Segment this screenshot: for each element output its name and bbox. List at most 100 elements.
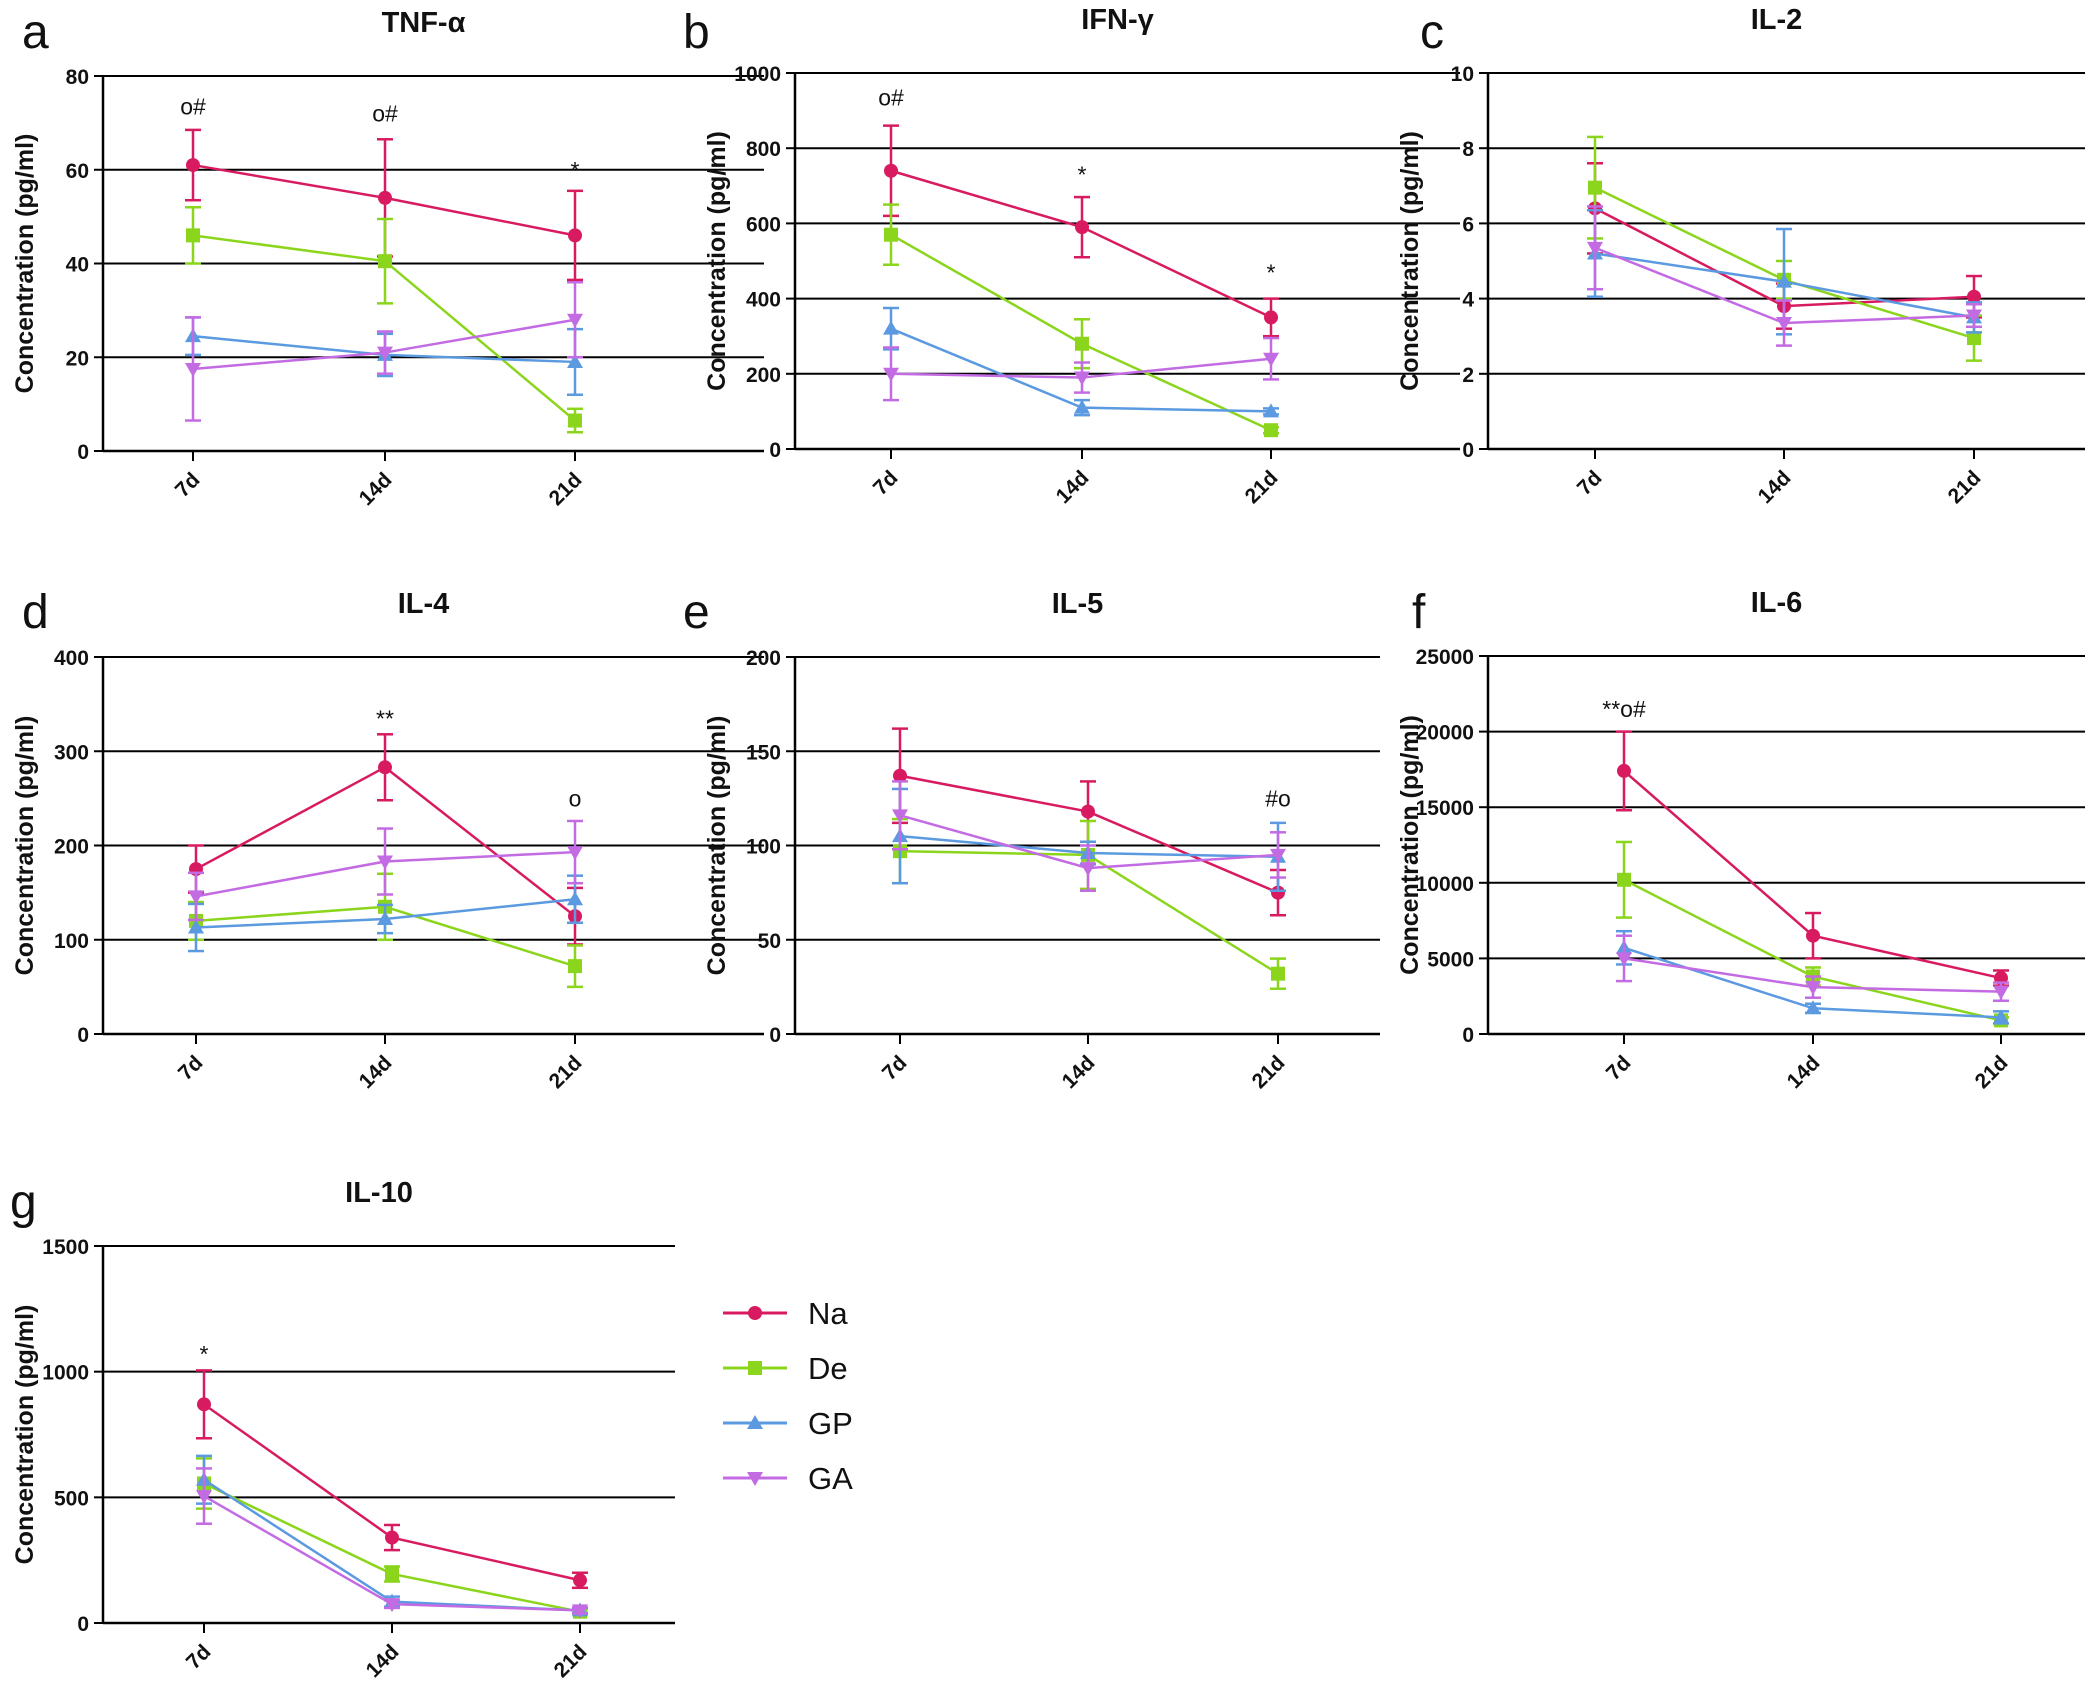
x-tick-label: 7d bbox=[1602, 1051, 1636, 1085]
data-point bbox=[196, 1490, 212, 1505]
y-tick-label: 400 bbox=[54, 647, 89, 670]
data-point bbox=[1966, 309, 1982, 324]
series-gp bbox=[883, 306, 1279, 418]
legend-label: GP bbox=[808, 1406, 853, 1441]
data-point bbox=[1074, 371, 1090, 386]
y-axis-label: Concentration (pg/ml) bbox=[703, 716, 731, 976]
y-tick-label: 1000 bbox=[42, 1362, 89, 1385]
data-point bbox=[186, 228, 200, 243]
chart-title: IL-10 bbox=[345, 1177, 413, 1209]
significance-annotation: ο bbox=[569, 785, 582, 811]
y-tick-label: 60 bbox=[66, 160, 89, 183]
y-axis-label: Concentration (pg/ml) bbox=[11, 716, 39, 976]
series-na bbox=[185, 128, 583, 282]
data-point bbox=[188, 890, 204, 905]
y-tick-label: 100 bbox=[54, 930, 89, 953]
y-tick-label: 6 bbox=[1462, 213, 1474, 236]
data-point bbox=[1967, 289, 1981, 304]
data-point bbox=[1080, 862, 1096, 877]
significance-annotation: * bbox=[1078, 162, 1087, 188]
data-point bbox=[377, 911, 393, 926]
chart-title: IL-4 bbox=[398, 588, 450, 620]
legend-label: De bbox=[808, 1351, 848, 1386]
data-point bbox=[1805, 981, 1821, 996]
series-de bbox=[185, 206, 583, 434]
y-tick-label: 50 bbox=[758, 930, 781, 953]
data-point bbox=[1075, 220, 1089, 235]
data-point bbox=[1776, 317, 1792, 332]
y-tick-label: 0 bbox=[77, 1613, 89, 1636]
series-ga bbox=[1587, 205, 1982, 347]
y-tick-label: 0 bbox=[1462, 439, 1474, 462]
legend-label: Na bbox=[808, 1296, 848, 1331]
significance-annotation: ο# bbox=[372, 101, 398, 127]
data-point bbox=[1264, 310, 1278, 325]
data-point bbox=[1271, 966, 1285, 981]
x-tick-label: 21d bbox=[1248, 1051, 1290, 1093]
legend-marker bbox=[748, 1361, 762, 1375]
significance-annotation: #ο bbox=[1265, 785, 1291, 811]
panel-letter: a bbox=[22, 6, 49, 59]
data-point bbox=[883, 367, 899, 382]
y-tick-label: 20000 bbox=[1416, 722, 1474, 745]
data-point bbox=[1075, 336, 1089, 351]
data-point bbox=[567, 846, 583, 861]
data-point bbox=[1967, 331, 1981, 346]
data-point bbox=[567, 353, 583, 368]
legend-marker bbox=[747, 1415, 763, 1429]
series-line bbox=[203, 1494, 581, 1612]
chart-title: IL-2 bbox=[1751, 4, 1803, 36]
y-tick-label: 100 bbox=[746, 836, 781, 859]
data-point bbox=[378, 254, 392, 269]
data-point bbox=[1776, 273, 1792, 288]
y-tick-label: 0 bbox=[769, 439, 781, 462]
x-tick-label: 14d bbox=[1052, 466, 1094, 508]
x-tick-label: 7d bbox=[878, 1051, 912, 1085]
series-na bbox=[196, 1369, 588, 1590]
y-tick-label: 0 bbox=[769, 1024, 781, 1047]
significance-annotation: * bbox=[1267, 259, 1276, 285]
data-point bbox=[1074, 399, 1090, 414]
data-point bbox=[197, 1397, 211, 1412]
data-point bbox=[567, 313, 583, 328]
y-tick-label: 8 bbox=[1462, 138, 1474, 161]
legend-item-de: De bbox=[723, 1351, 848, 1386]
x-tick-label: 14d bbox=[362, 1640, 404, 1682]
data-point bbox=[378, 760, 392, 775]
series-line bbox=[203, 1403, 581, 1582]
chart-title: IFN-γ bbox=[1081, 4, 1154, 36]
x-tick-label: 7d bbox=[869, 466, 903, 500]
y-tick-label: 0 bbox=[77, 1024, 89, 1047]
data-point bbox=[1263, 352, 1279, 367]
x-tick-label: 21d bbox=[545, 468, 587, 510]
data-point bbox=[185, 362, 201, 377]
data-point bbox=[884, 163, 898, 178]
data-point bbox=[188, 919, 204, 934]
y-tick-label: 200 bbox=[746, 647, 781, 670]
legend-marker bbox=[748, 1306, 762, 1320]
series-gp bbox=[188, 874, 583, 953]
y-tick-label: 10000 bbox=[1416, 873, 1474, 896]
panel-letter: f bbox=[1412, 586, 1426, 639]
y-tick-label: 40 bbox=[66, 254, 89, 277]
panel-e: e IL-5 0 50 100 150 200 Concentration (pg/ml) 7d… bbox=[683, 586, 1380, 1093]
y-tick-label: 800 bbox=[746, 138, 781, 161]
chart-title: IL-6 bbox=[1751, 587, 1803, 619]
series-de bbox=[883, 203, 1279, 438]
chart-title: IL-5 bbox=[1052, 588, 1104, 620]
significance-annotation: * bbox=[200, 1341, 209, 1367]
y-axis-label: Concentration (pg/ml) bbox=[703, 131, 731, 391]
y-tick-label: 5000 bbox=[1427, 948, 1474, 971]
legend-item-gp: GP bbox=[723, 1406, 853, 1441]
y-tick-label: 400 bbox=[746, 289, 781, 312]
data-point bbox=[1587, 241, 1603, 256]
data-point bbox=[893, 768, 907, 783]
x-tick-label: 21d bbox=[1944, 466, 1986, 508]
series-ga bbox=[1616, 934, 2009, 1002]
data-point bbox=[1617, 872, 1631, 887]
data-point bbox=[572, 1604, 588, 1619]
y-tick-label: 80 bbox=[66, 66, 89, 89]
panel-d: d IL-4 0 100 200 300 400 Concentration (pg/ml) 7… bbox=[11, 586, 764, 1093]
data-point bbox=[568, 959, 582, 974]
